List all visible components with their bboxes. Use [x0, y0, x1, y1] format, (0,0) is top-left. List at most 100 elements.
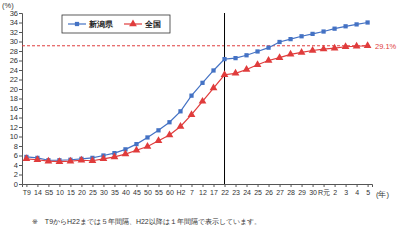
x-tick-mark	[214, 184, 215, 187]
y-tick-mark	[19, 99, 22, 100]
x-tick: R元	[318, 184, 330, 196]
x-tick-mark	[291, 184, 292, 187]
x-tick-label: 14	[34, 189, 42, 196]
y-tick-label: 0	[14, 180, 18, 189]
marker	[298, 48, 306, 55]
y-tick-label: 26	[10, 56, 18, 65]
series-line	[26, 23, 367, 161]
y-tick: 20	[10, 85, 22, 94]
marker	[45, 157, 53, 164]
x-tick: 14	[34, 184, 42, 196]
x-tick: 26	[265, 184, 273, 196]
y-tick-mark	[19, 23, 22, 24]
marker	[288, 37, 292, 41]
x-tick-mark	[335, 184, 336, 187]
x-tick-mark	[258, 184, 259, 187]
y-tick: 32	[10, 28, 22, 37]
x-axis: T914S51015202530354045505560H27121722232…	[23, 184, 373, 196]
x-tick-mark	[158, 184, 159, 187]
x-tick-mark	[81, 184, 82, 187]
y-tick: 22	[10, 75, 22, 84]
x-tick-label: 20	[78, 189, 86, 196]
marker	[287, 50, 295, 57]
x-tick: 28	[287, 184, 295, 196]
marker	[243, 65, 251, 72]
y-axis-line	[19, 14, 23, 185]
legend: 新潟県 全国	[62, 15, 170, 33]
x-tick-mark	[191, 184, 192, 187]
x-tick-mark	[136, 184, 137, 187]
marker	[321, 29, 325, 33]
marker	[310, 32, 314, 36]
x-tick: 17	[210, 184, 218, 196]
x-tick-mark	[26, 184, 27, 187]
y-tick-mark	[19, 175, 22, 176]
y-tick-mark	[19, 127, 22, 128]
x-tick: 24	[243, 184, 251, 196]
x-tick-mark	[125, 184, 126, 187]
y-tick-mark	[19, 80, 22, 81]
x-tick-mark	[346, 184, 347, 187]
x-tick-label: T9	[23, 189, 31, 196]
marker	[188, 110, 196, 117]
marker	[331, 44, 339, 51]
y-tick-mark	[19, 118, 22, 119]
x-tick: 25	[89, 184, 97, 196]
legend-marker	[75, 22, 79, 26]
y-tick-label: 6	[14, 151, 18, 160]
marker	[364, 41, 372, 48]
marker	[134, 142, 138, 146]
x-tick-label: 17	[210, 189, 218, 196]
marker	[309, 46, 317, 53]
x-tick-label: 15	[67, 189, 75, 196]
y-tick-label: 8	[14, 142, 18, 151]
x-tick-label: 12	[199, 189, 207, 196]
marker	[255, 49, 259, 53]
marker	[155, 136, 163, 143]
y-tick: 10	[10, 132, 22, 141]
y-tick: 6	[14, 151, 22, 160]
marker	[365, 20, 369, 24]
legend-label: 全国	[144, 20, 161, 29]
x-tick-label: 29	[298, 189, 306, 196]
marker	[56, 157, 64, 164]
y-tick: 18	[10, 94, 22, 103]
x-tick-mark	[37, 184, 38, 187]
y-tick-mark	[19, 184, 22, 185]
legend-label: 新潟県	[88, 19, 114, 29]
x-tick: 10	[56, 184, 64, 196]
legend-marker	[129, 20, 137, 27]
y-tick-mark	[19, 146, 22, 147]
marker	[354, 22, 358, 26]
x-tick-mark	[280, 184, 281, 187]
marker	[244, 53, 248, 57]
y-tick-mark	[19, 89, 22, 90]
x-tick-label: 35	[111, 189, 119, 196]
series-line	[26, 46, 367, 162]
x-tick-label: 24	[243, 189, 251, 196]
x-tick-mark	[269, 184, 270, 187]
x-tick-label: 30	[309, 189, 317, 196]
marker	[221, 70, 229, 77]
x-tick: 35	[111, 184, 119, 196]
x-tick-label: 4	[355, 189, 359, 196]
chart: 024681012141618202224262830323436T914S51…	[0, 0, 410, 232]
x-tick: 55	[155, 184, 163, 196]
marker	[178, 109, 182, 113]
x-tick: 20	[78, 184, 86, 196]
marker	[299, 34, 303, 38]
x-tick-label: 3	[344, 189, 348, 196]
x-tick-label: 60	[166, 189, 174, 196]
y-tick-label: 24	[10, 66, 18, 75]
y-tick: 14	[10, 113, 22, 122]
y-tick-mark	[19, 156, 22, 157]
x-tick-mark	[203, 184, 204, 187]
x-tick-label: 45	[133, 189, 141, 196]
y-tick-label: 28	[10, 47, 18, 56]
y-tick-mark	[19, 70, 22, 71]
x-tick-mark	[225, 184, 226, 187]
y-tick: 28	[10, 47, 22, 56]
marker	[122, 150, 130, 157]
y-tick-mark	[19, 165, 22, 166]
x-tick-mark	[236, 184, 237, 187]
